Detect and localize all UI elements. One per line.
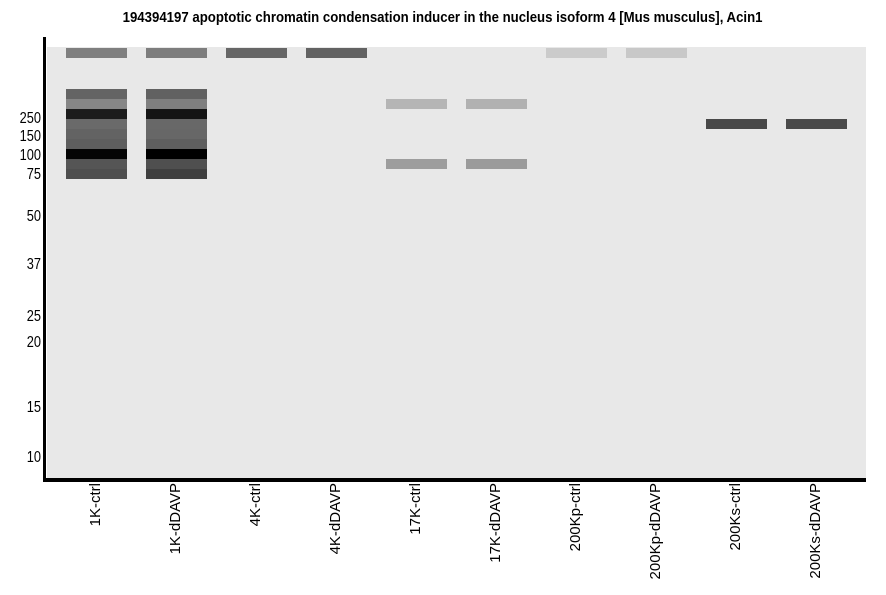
y-tick-label: 15	[26, 399, 41, 416]
gel-band	[145, 109, 207, 119]
gel-band	[65, 89, 127, 99]
gel-band	[385, 159, 447, 169]
gel-band	[65, 139, 127, 149]
gel-band	[65, 169, 127, 179]
gel-band	[65, 129, 127, 139]
lane-label: 200Ks-dDAVP	[807, 483, 824, 579]
y-tick-label: 75	[26, 166, 41, 183]
lane-label: 17K-dDAVP	[487, 483, 504, 563]
y-axis-line	[43, 37, 46, 482]
figure-title-text: 194394197 apoptotic chromatin condensati…	[123, 9, 763, 26]
y-tick-label: 37	[26, 256, 41, 273]
gel-band	[65, 119, 127, 129]
lane-label: 4K-dDAVP	[327, 483, 344, 555]
gel-band	[65, 109, 127, 119]
lane-label: 200Ks-ctrl	[727, 483, 744, 551]
lane-label: 1K-ctrl	[87, 483, 104, 527]
gel-band	[785, 119, 847, 129]
lane-label: 200Kp-ctrl	[567, 483, 584, 552]
gel-band	[705, 119, 767, 129]
y-tick-label: 10	[26, 449, 41, 466]
lane-label: 4K-ctrl	[247, 483, 264, 527]
gel-band	[145, 129, 207, 139]
gel-band	[625, 48, 687, 58]
figure-title: 194394197 apoptotic chromatin condensati…	[0, 9, 886, 26]
gel-band	[145, 89, 207, 99]
gel-band	[385, 99, 447, 109]
gel-band	[145, 48, 207, 58]
gel-band	[305, 48, 367, 58]
gel-band	[65, 48, 127, 58]
gel-band	[465, 99, 527, 109]
lane-label: 200Kp-dDAVP	[647, 483, 664, 580]
gel-band	[545, 48, 607, 58]
gel-band	[145, 169, 207, 179]
lane-label: 17K-ctrl	[407, 483, 424, 535]
gel-band	[225, 48, 287, 58]
gel-band	[145, 159, 207, 169]
y-tick-label: 150	[19, 128, 41, 145]
gel-band	[145, 149, 207, 159]
gel-band	[145, 99, 207, 109]
gel-band	[65, 159, 127, 169]
gel-band	[65, 99, 127, 109]
gel-band	[145, 119, 207, 129]
gel-band	[145, 139, 207, 149]
y-tick-label: 50	[26, 208, 41, 225]
y-tick-label: 25	[26, 308, 41, 325]
gel-band	[65, 149, 127, 159]
y-tick-label: 20	[26, 334, 41, 351]
lane-label: 1K-dDAVP	[167, 483, 184, 555]
gel-band	[465, 159, 527, 169]
x-axis-line	[43, 478, 866, 482]
y-tick-label: 250	[19, 110, 41, 127]
y-tick-label: 100	[19, 147, 41, 164]
